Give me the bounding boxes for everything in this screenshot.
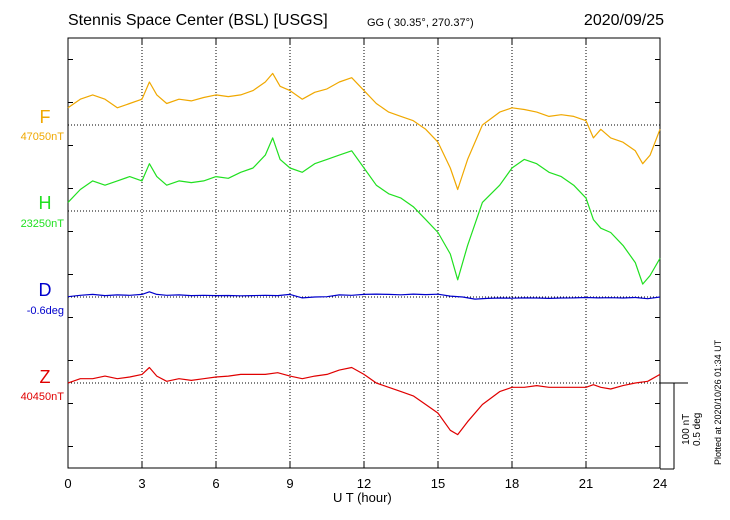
baseline-label-d: -0.6deg bbox=[26, 305, 64, 317]
series-line-h bbox=[67, 137, 661, 285]
x-tick-label: 21 bbox=[579, 476, 593, 491]
x-tick-label: 24 bbox=[653, 476, 667, 491]
plot-date: 2020/09/25 bbox=[583, 12, 664, 29]
series-line-f bbox=[67, 72, 661, 191]
plot-frame bbox=[67, 37, 661, 469]
geographic-coordinates: GG ( 30.35°, 270.37°) bbox=[367, 17, 474, 29]
x-tick-label: 12 bbox=[357, 476, 371, 491]
x-tick-label: 3 bbox=[138, 476, 145, 491]
baseline-label-h: 23250nT bbox=[20, 218, 64, 230]
baseline-label-z: 40450nT bbox=[20, 391, 64, 403]
x-tick-label: 18 bbox=[505, 476, 519, 491]
series-label-d: D bbox=[38, 280, 52, 300]
x-tick-label: 15 bbox=[431, 476, 445, 491]
series-line-d bbox=[67, 291, 661, 300]
x-tick-label: 6 bbox=[212, 476, 219, 491]
station-title: Stennis Space Center (BSL) [USGS] bbox=[68, 12, 328, 29]
series-label-z: Z bbox=[39, 367, 51, 387]
x-tick-label: 0 bbox=[64, 476, 71, 491]
x-axis-label: U T (hour) bbox=[333, 490, 392, 505]
x-tick-label: 9 bbox=[286, 476, 293, 491]
series-line-z bbox=[67, 366, 661, 436]
series-label-f: F bbox=[39, 107, 51, 127]
baseline-label-f: 47050nT bbox=[20, 131, 64, 143]
series-label-h: H bbox=[38, 193, 52, 213]
